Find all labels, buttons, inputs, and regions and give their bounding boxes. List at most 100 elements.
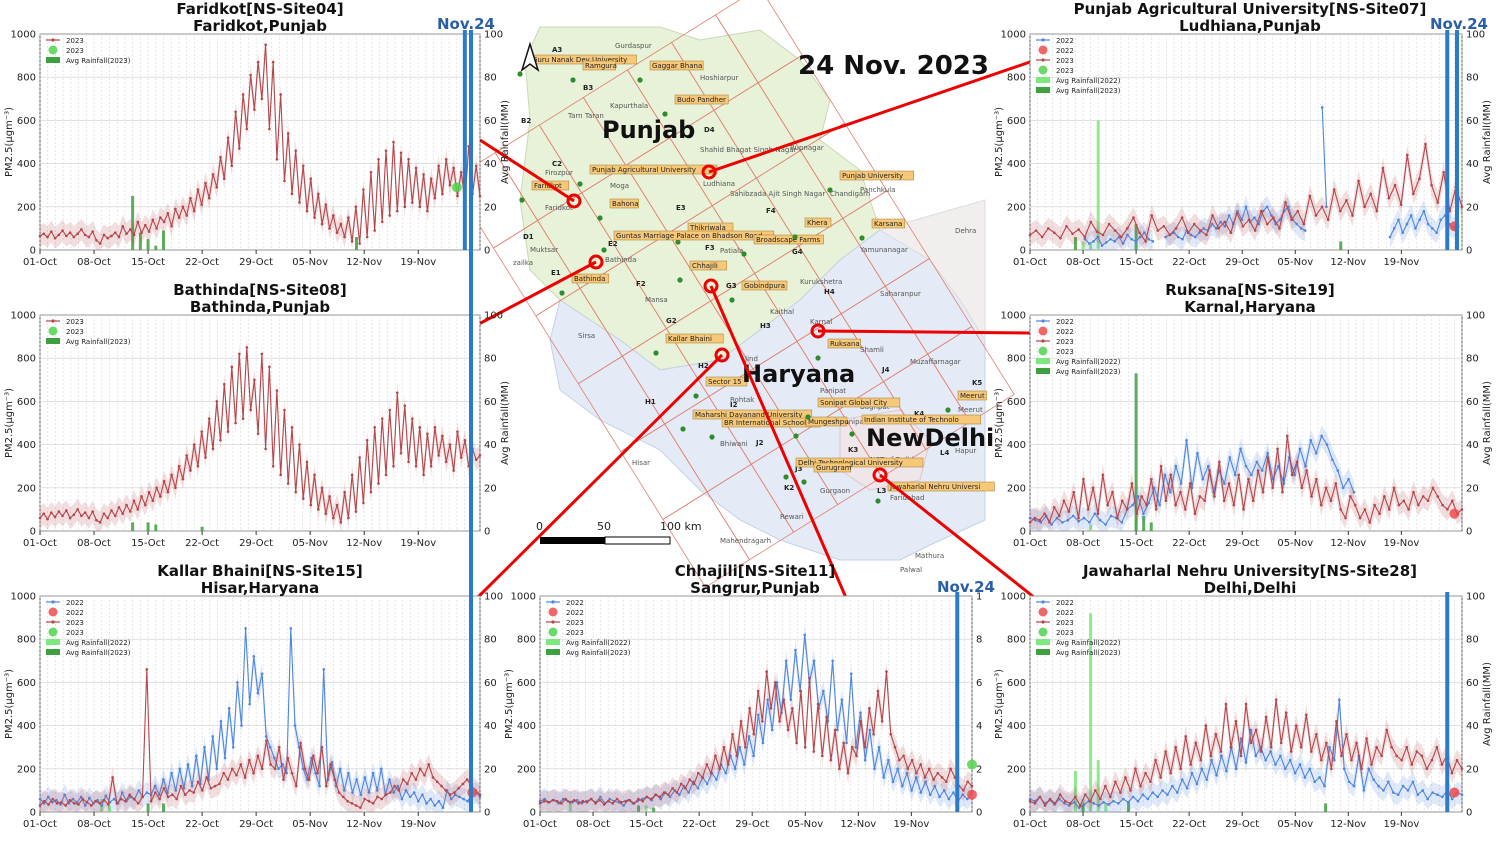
series-point bbox=[347, 771, 350, 775]
series-point bbox=[1144, 240, 1147, 243]
series-point bbox=[268, 127, 271, 131]
series-point bbox=[1235, 211, 1239, 215]
series-point bbox=[264, 735, 268, 738]
map-grid-label: G2 bbox=[666, 317, 677, 325]
series-point bbox=[427, 763, 431, 766]
series-point bbox=[671, 786, 674, 790]
series-point bbox=[1418, 177, 1421, 181]
series-point bbox=[234, 110, 237, 114]
series-point bbox=[1121, 242, 1125, 245]
series-point bbox=[1239, 737, 1243, 740]
series-point bbox=[1304, 464, 1307, 468]
map-grid-label: K5 bbox=[972, 379, 982, 387]
station-tag bbox=[839, 170, 914, 181]
series-point bbox=[846, 771, 850, 775]
series-point bbox=[81, 797, 85, 801]
series-point bbox=[1142, 512, 1145, 516]
y2-tick-label: 40 bbox=[484, 159, 497, 170]
series-point bbox=[256, 691, 260, 695]
series-point bbox=[377, 482, 380, 485]
station-dot bbox=[875, 498, 881, 504]
y2-tick-label: 100 bbox=[484, 592, 503, 603]
x-tick-label: 22-Oct bbox=[1172, 819, 1206, 830]
legend-label: 2022 bbox=[1056, 609, 1074, 617]
y2-tick-label: 40 bbox=[484, 721, 497, 732]
series-point bbox=[1117, 802, 1120, 805]
series-point bbox=[347, 516, 350, 520]
series-point bbox=[441, 434, 444, 438]
series-point bbox=[891, 780, 895, 784]
series-point bbox=[240, 724, 243, 727]
series-point bbox=[1446, 508, 1449, 511]
series-point bbox=[547, 800, 550, 804]
map-grid-label: F3 bbox=[705, 244, 715, 252]
series-point bbox=[1096, 512, 1100, 516]
up-region bbox=[878, 199, 986, 342]
series-point bbox=[1028, 516, 1032, 520]
series-point bbox=[441, 806, 445, 809]
legend-dot bbox=[48, 607, 58, 617]
y2-tick-label: 100 bbox=[1466, 30, 1485, 41]
series-point bbox=[1132, 216, 1135, 219]
series-point bbox=[431, 776, 435, 779]
series-point bbox=[408, 795, 412, 799]
series-point bbox=[1053, 802, 1057, 805]
series-point bbox=[174, 486, 177, 490]
series-point bbox=[414, 464, 418, 468]
series-point bbox=[371, 802, 375, 805]
series-point bbox=[752, 754, 755, 758]
station-label: Punjab University bbox=[842, 172, 903, 180]
series-point bbox=[1425, 767, 1429, 771]
series-point bbox=[684, 786, 687, 790]
station-label: Gurugram bbox=[816, 464, 852, 472]
series-point bbox=[367, 791, 371, 794]
series-point bbox=[96, 798, 99, 802]
series-point bbox=[829, 758, 833, 762]
grid-cell bbox=[927, 325, 1015, 423]
series-point bbox=[1397, 218, 1400, 222]
series-point bbox=[1460, 767, 1464, 771]
series-point bbox=[406, 782, 409, 786]
legend-bar bbox=[1036, 358, 1050, 364]
series-point bbox=[1363, 205, 1366, 209]
series-point bbox=[1300, 486, 1304, 490]
series-point bbox=[418, 426, 422, 429]
series-point bbox=[1302, 222, 1306, 226]
series-point bbox=[192, 791, 196, 794]
legend-label: 2023 bbox=[1056, 338, 1074, 346]
series-point bbox=[112, 797, 116, 801]
series-point bbox=[1320, 205, 1324, 209]
y2-tick-label: 60 bbox=[484, 116, 497, 127]
series-point bbox=[226, 430, 230, 433]
series-point bbox=[1335, 719, 1338, 723]
series-point bbox=[1411, 780, 1415, 784]
series-point bbox=[1068, 802, 1072, 805]
series-point bbox=[1406, 789, 1410, 792]
y2-axis-label: Avg Rainfall(MM) bbox=[1482, 381, 1493, 465]
series-point bbox=[757, 713, 760, 717]
legend-point bbox=[551, 620, 555, 624]
rain-bar bbox=[1104, 803, 1108, 812]
series-point bbox=[312, 754, 315, 758]
series-point bbox=[474, 458, 478, 462]
series-point bbox=[897, 758, 901, 762]
series-point bbox=[738, 745, 742, 749]
series-point bbox=[271, 464, 275, 468]
series-point bbox=[49, 230, 53, 233]
legend-label: 2022 bbox=[566, 609, 584, 617]
series-point bbox=[55, 802, 59, 805]
series-point bbox=[1441, 795, 1444, 799]
chart-title-ruksana: Ruksana[NS-Site19] Karnal,Haryana bbox=[1165, 281, 1335, 316]
series-point bbox=[1355, 741, 1358, 745]
series-point bbox=[363, 797, 366, 801]
series-point bbox=[238, 147, 241, 150]
series-point bbox=[1204, 724, 1208, 727]
y-tick-label: 600 bbox=[517, 678, 536, 689]
series-point bbox=[1091, 486, 1095, 490]
series-point bbox=[1241, 224, 1245, 228]
series-point bbox=[121, 512, 125, 516]
series-point bbox=[1365, 737, 1368, 740]
series-point bbox=[1424, 142, 1427, 146]
series-point bbox=[1038, 795, 1042, 799]
x-tick-label: 29-Oct bbox=[239, 257, 273, 268]
